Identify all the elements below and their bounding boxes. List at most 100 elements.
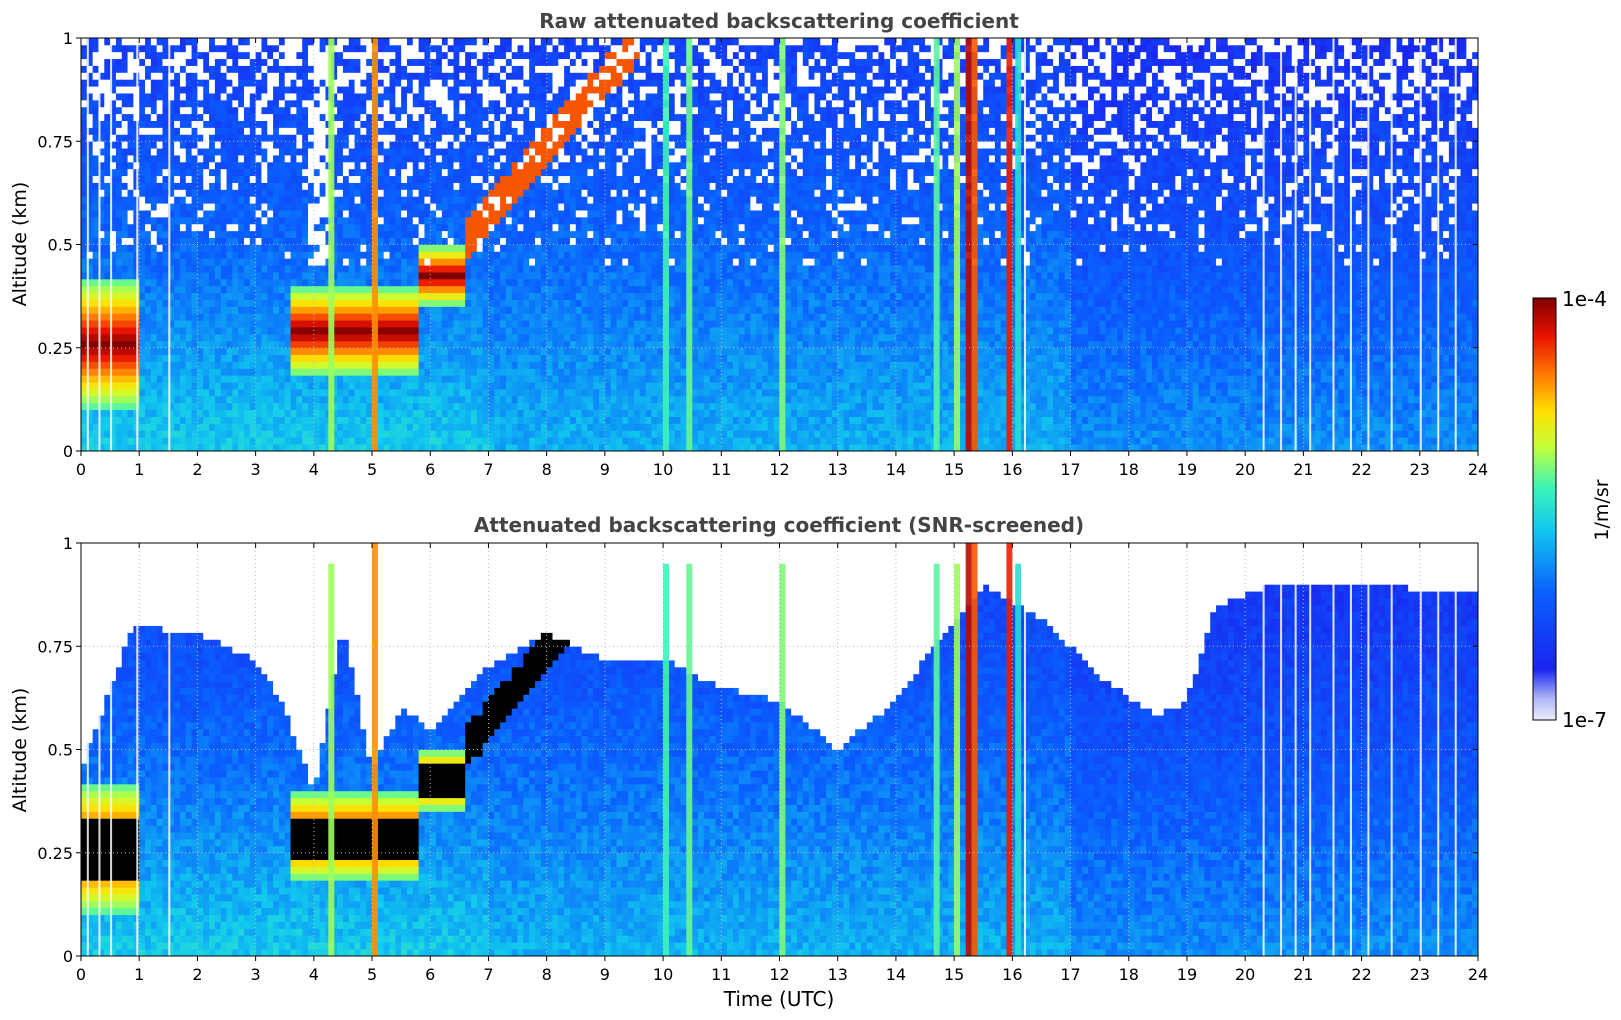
heatmap-cell	[384, 389, 390, 396]
heatmap-cell	[360, 272, 366, 279]
heatmap-cell	[128, 410, 134, 417]
heatmap-cell	[413, 176, 419, 183]
heatmap-cell	[250, 38, 256, 45]
heatmap-cell	[355, 251, 361, 258]
heatmap-cell	[273, 238, 279, 245]
heatmap-cell	[430, 279, 436, 286]
heatmap-cell	[401, 59, 407, 66]
heatmap-cell	[366, 210, 372, 217]
heatmap-cell	[488, 389, 494, 396]
heatmap-cell	[174, 410, 180, 417]
heatmap-cell	[296, 258, 302, 265]
heatmap-cell	[232, 245, 238, 252]
heatmap-cell	[221, 403, 227, 410]
heatmap-cell	[529, 313, 535, 320]
heatmap-cell	[279, 293, 285, 300]
heatmap-cell	[552, 238, 558, 245]
heatmap-cell	[197, 107, 203, 114]
heatmap-cell	[360, 423, 366, 430]
heatmap-cell	[535, 355, 541, 362]
heatmap-cell	[116, 327, 122, 334]
heatmap-cell	[192, 189, 198, 196]
heatmap-cell	[378, 362, 384, 369]
heatmap-cell	[541, 52, 547, 59]
heatmap-cell	[413, 293, 419, 300]
heatmap-cell	[465, 224, 471, 231]
heatmap-cell	[512, 437, 518, 444]
heatmap-cell	[529, 423, 535, 430]
heatmap-cell	[465, 320, 471, 327]
heatmap-cell	[471, 279, 477, 286]
heatmap-cell	[267, 107, 273, 114]
heatmap-cell	[535, 141, 541, 148]
heatmap-cell	[203, 155, 209, 162]
heatmap-cell	[506, 114, 512, 121]
heatmap-cell	[419, 121, 425, 128]
heatmap-cell	[116, 52, 122, 59]
heatmap-cell	[366, 375, 372, 382]
heatmap-cell	[430, 86, 436, 93]
heatmap-cell	[314, 86, 320, 93]
heatmap-cell	[227, 189, 233, 196]
heatmap-cell	[448, 355, 454, 362]
heatmap-cell	[436, 72, 442, 79]
heatmap-cell	[488, 403, 494, 410]
heatmap-cell	[174, 148, 180, 155]
heatmap-cell	[500, 162, 506, 169]
heatmap-cell	[535, 382, 541, 389]
heatmap-cell	[523, 258, 529, 265]
heatmap-cell	[250, 313, 256, 320]
heatmap-cell	[407, 272, 413, 279]
heatmap-cell	[349, 169, 355, 176]
heatmap-cell	[244, 52, 250, 59]
heatmap-cell	[238, 196, 244, 203]
heatmap-cell	[308, 169, 314, 176]
heatmap-cell	[454, 293, 460, 300]
heatmap-cell	[349, 313, 355, 320]
heatmap-cell	[296, 410, 302, 417]
heatmap-cell	[256, 141, 262, 148]
heatmap-cell	[465, 417, 471, 424]
heatmap-cell	[366, 403, 372, 410]
heatmap-cell	[174, 265, 180, 272]
heatmap-cell	[343, 210, 349, 217]
heatmap-cell	[413, 59, 419, 66]
heatmap-cell	[291, 410, 297, 417]
heatmap-cell	[215, 300, 221, 307]
heatmap-cell	[448, 286, 454, 293]
heatmap-cell	[488, 313, 494, 320]
heatmap-cell	[232, 66, 238, 73]
heatmap-cell	[238, 203, 244, 210]
heatmap-cell	[558, 86, 564, 93]
heatmap-cell	[203, 169, 209, 176]
heatmap-cell	[215, 313, 221, 320]
heatmap-cell	[512, 327, 518, 334]
heatmap-cell	[459, 59, 465, 66]
heatmap-cell	[192, 224, 198, 231]
heatmap-cell	[296, 148, 302, 155]
heatmap-cell	[477, 430, 483, 437]
heatmap-cell	[227, 258, 233, 265]
heatmap-cell	[343, 403, 349, 410]
heatmap-cell	[401, 176, 407, 183]
heatmap-cell	[250, 210, 256, 217]
heatmap-cell	[209, 437, 215, 444]
heatmap-cell	[424, 272, 430, 279]
heatmap-cell	[349, 59, 355, 66]
heatmap-cell	[360, 279, 366, 286]
heatmap-cell	[442, 148, 448, 155]
heatmap-cell	[162, 107, 168, 114]
heatmap-cell	[250, 189, 256, 196]
heatmap-cell	[308, 341, 314, 348]
heatmap-cell	[430, 437, 436, 444]
heatmap-cell	[291, 306, 297, 313]
heatmap-cell	[366, 231, 372, 238]
heatmap-cell	[273, 279, 279, 286]
heatmap-cell	[459, 231, 465, 238]
heatmap-cell	[186, 155, 192, 162]
heatmap-cell	[250, 382, 256, 389]
heatmap-cell	[512, 141, 518, 148]
heatmap-cell	[261, 300, 267, 307]
heatmap-cell	[296, 210, 302, 217]
heatmap-cell	[122, 79, 128, 86]
